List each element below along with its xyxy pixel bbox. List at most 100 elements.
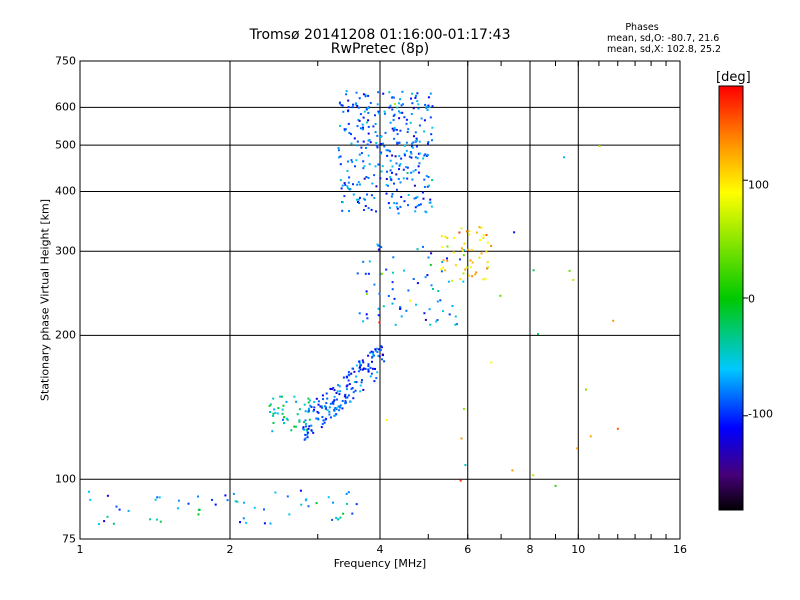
data-point — [415, 303, 417, 306]
data-point — [409, 121, 412, 124]
data-point — [343, 128, 346, 131]
data-point — [347, 109, 350, 112]
colorbar-band — [719, 199, 743, 201]
data-point — [363, 209, 365, 211]
data-point — [348, 176, 351, 179]
data-point — [389, 121, 392, 124]
data-point — [428, 308, 431, 311]
colorbar-band — [719, 444, 743, 446]
data-point — [380, 135, 382, 138]
colorbar-band — [719, 443, 743, 445]
colorbar-band — [719, 182, 743, 184]
data-point — [369, 351, 372, 354]
data-point — [428, 184, 431, 187]
colorbar-band — [719, 418, 743, 420]
data-point — [392, 114, 395, 117]
data-point — [226, 499, 229, 502]
data-point — [387, 184, 389, 187]
data-point — [313, 401, 316, 403]
data-point — [303, 438, 306, 441]
colorbar-band — [719, 226, 743, 228]
colorbar-band — [719, 398, 743, 400]
colorbar-band — [719, 495, 743, 497]
data-point — [298, 420, 301, 423]
colorbar-band — [719, 132, 743, 134]
data-point — [405, 122, 408, 125]
colorbar-band — [719, 329, 743, 331]
colorbar-band — [719, 352, 743, 354]
data-point — [423, 119, 426, 122]
data-point — [352, 391, 355, 394]
colorbar-band — [719, 464, 743, 466]
colorbar-band — [719, 374, 743, 376]
data-point — [354, 389, 357, 392]
colorbar-band — [719, 102, 743, 104]
data-point — [357, 370, 360, 373]
data-point — [388, 106, 391, 109]
data-point — [376, 371, 379, 374]
data-point — [367, 154, 370, 157]
colorbar-band — [719, 161, 743, 163]
data-point — [356, 183, 359, 186]
colorbar-band — [719, 142, 743, 144]
data-point — [362, 260, 365, 263]
data-point — [416, 100, 419, 102]
colorbar-band — [719, 381, 743, 383]
colorbar-band — [719, 452, 743, 454]
colorbar-band — [719, 285, 743, 287]
data-point — [429, 116, 432, 119]
data-point — [324, 418, 327, 421]
data-point — [402, 168, 405, 171]
data-point — [317, 400, 320, 403]
colorbar-band — [719, 494, 743, 496]
colorbar-band — [719, 349, 743, 351]
data-point — [415, 196, 418, 199]
data-point — [365, 290, 368, 293]
data-point — [374, 348, 377, 351]
data-point — [403, 269, 405, 272]
colorbar-band — [719, 405, 743, 407]
data-point — [418, 162, 421, 165]
colorbar-band — [719, 357, 743, 359]
colorbar-band — [719, 250, 743, 252]
colorbar-band — [719, 311, 743, 313]
data-point — [427, 104, 430, 107]
data-point — [372, 354, 375, 357]
data-point — [377, 248, 380, 251]
data-point — [370, 350, 373, 353]
data-point — [386, 170, 388, 173]
data-point — [462, 254, 465, 257]
data-point — [367, 368, 370, 371]
data-point — [374, 165, 377, 168]
data-point — [422, 157, 425, 160]
data-point — [350, 142, 353, 145]
data-point — [361, 359, 364, 362]
data-point — [362, 128, 364, 131]
data-point — [474, 273, 477, 276]
data-point — [397, 178, 400, 180]
data-point — [616, 427, 619, 430]
data-point — [384, 112, 386, 115]
data-point — [430, 284, 433, 287]
data-point — [339, 390, 342, 393]
colorbar-band — [719, 105, 743, 107]
data-point — [395, 128, 398, 131]
data-point — [377, 314, 380, 317]
data-point — [413, 197, 416, 200]
data-point — [441, 246, 443, 249]
data-point — [356, 125, 359, 128]
colorbar-band — [719, 348, 743, 350]
data-point — [380, 151, 383, 154]
data-point — [353, 381, 356, 383]
colorbar-band — [719, 412, 743, 414]
colorbar-band — [719, 507, 743, 509]
colorbar-band — [719, 400, 743, 402]
data-point — [343, 182, 346, 185]
data-point — [415, 137, 418, 140]
colorbar-band — [719, 117, 743, 119]
data-point — [391, 165, 394, 168]
colorbar-band — [719, 290, 743, 292]
data-point — [414, 206, 417, 209]
data-point — [382, 92, 385, 95]
